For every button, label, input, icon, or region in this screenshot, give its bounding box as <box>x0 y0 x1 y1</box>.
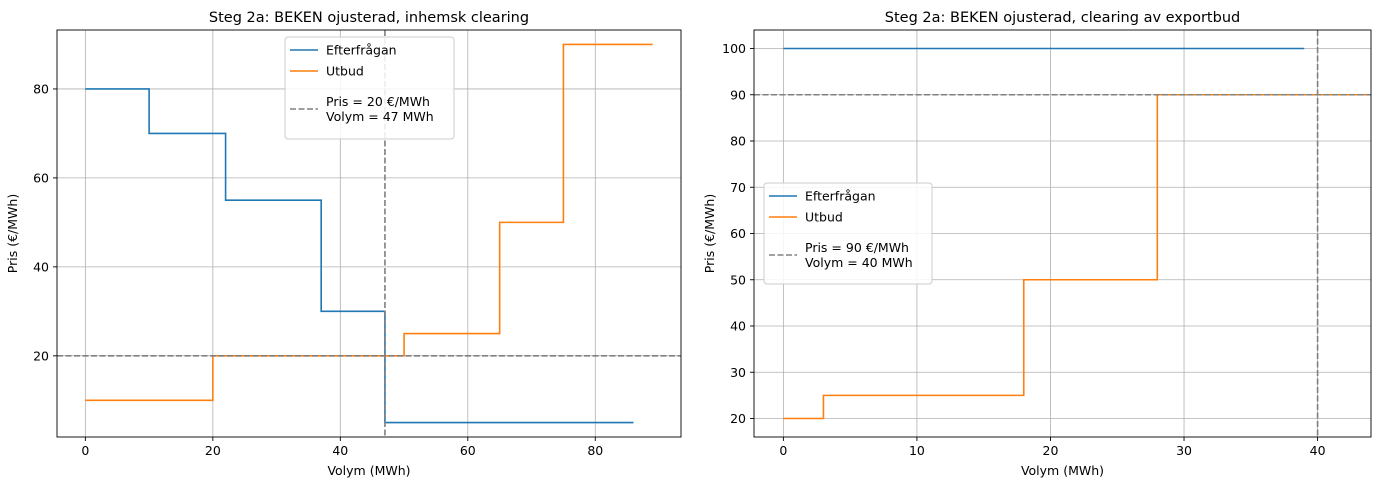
series-line-supply <box>85 43 653 402</box>
chart-title: Steg 2a: BEKEN ojusterad, clearing av ex… <box>885 10 1240 26</box>
y-tick-label: 80 <box>33 81 49 96</box>
y-tick-label: 20 <box>33 348 49 363</box>
series-line-supply <box>783 93 1371 420</box>
x-tick-label: 80 <box>587 443 603 458</box>
y-tick-label: 50 <box>730 272 746 287</box>
y-tick-label: 30 <box>730 365 746 380</box>
x-axis-label: Volym (MWh) <box>327 463 410 478</box>
x-tick-label: 30 <box>1176 443 1192 458</box>
legend-label-clearing-line: Volym = 47 MWh <box>326 109 434 124</box>
x-tick-label: 60 <box>460 443 476 458</box>
legend: Efterfrågan Utbud Pris = 20 €/MWh Volym = 4… <box>284 36 455 140</box>
x-tick-label: 10 <box>909 443 925 458</box>
y-axis-label: Pris (€/MWh) <box>5 194 20 273</box>
x-axis-label: Volym (MWh) <box>1021 463 1104 478</box>
y-tick-label: 20 <box>730 411 746 426</box>
y-tick-label: 40 <box>730 319 746 334</box>
x-tick-label: 40 <box>332 443 348 458</box>
legend-box <box>763 182 933 285</box>
plot-frame <box>56 29 682 438</box>
x-tick-label: 20 <box>1043 443 1059 458</box>
y-tick-label: 60 <box>730 226 746 241</box>
legend-label-clearing-line: Pris = 20 €/MWh <box>326 94 430 109</box>
y-axis-label: Pris (€/MWh) <box>702 194 717 273</box>
legend-label-clearing: Pris = 20 €/MWh Volym = 47 MWh <box>326 94 434 124</box>
legend-label-clearing-line: Pris = 90 €/MWh <box>805 240 909 255</box>
chart-title: Steg 2a: BEKEN ojusterad, inhemsk cleari… <box>209 10 529 26</box>
legend: Efterfrågan Utbud Pris = 90 €/MWh Volym = 4… <box>763 182 933 285</box>
x-tick-label: 20 <box>205 443 221 458</box>
legend-label-clearing: Pris = 90 €/MWh Volym = 40 MWh <box>805 240 913 270</box>
y-tick-label: 70 <box>730 180 746 195</box>
legend-label-supply: Utbud <box>805 210 843 225</box>
chart-2: 0 10 20 30 40 20 30 40 50 60 70 80 90 100 Steg 2a: BEK… <box>702 10 1372 478</box>
y-tick-label: 60 <box>33 170 49 185</box>
y-tick-label: 40 <box>33 259 49 274</box>
x-tick-label: 40 <box>1310 443 1326 458</box>
legend-label-supply: Utbud <box>326 64 364 79</box>
y-tick-label: 80 <box>730 134 746 149</box>
y-tick-label: 90 <box>730 87 746 102</box>
legend-label-demand: Efterfrågan <box>326 43 397 58</box>
x-tick-label: 0 <box>779 443 787 458</box>
legend-box <box>284 36 455 140</box>
x-tick-label: 0 <box>81 443 89 458</box>
chart-1: 0 20 40 60 80 20 40 60 80 Steg 2a: BEKEN ojustera… <box>5 10 682 478</box>
legend-label-clearing-line: Volym = 40 MWh <box>805 255 913 270</box>
y-tick-label: 100 <box>722 41 746 56</box>
legend-label-demand: Efterfrågan <box>805 189 876 204</box>
